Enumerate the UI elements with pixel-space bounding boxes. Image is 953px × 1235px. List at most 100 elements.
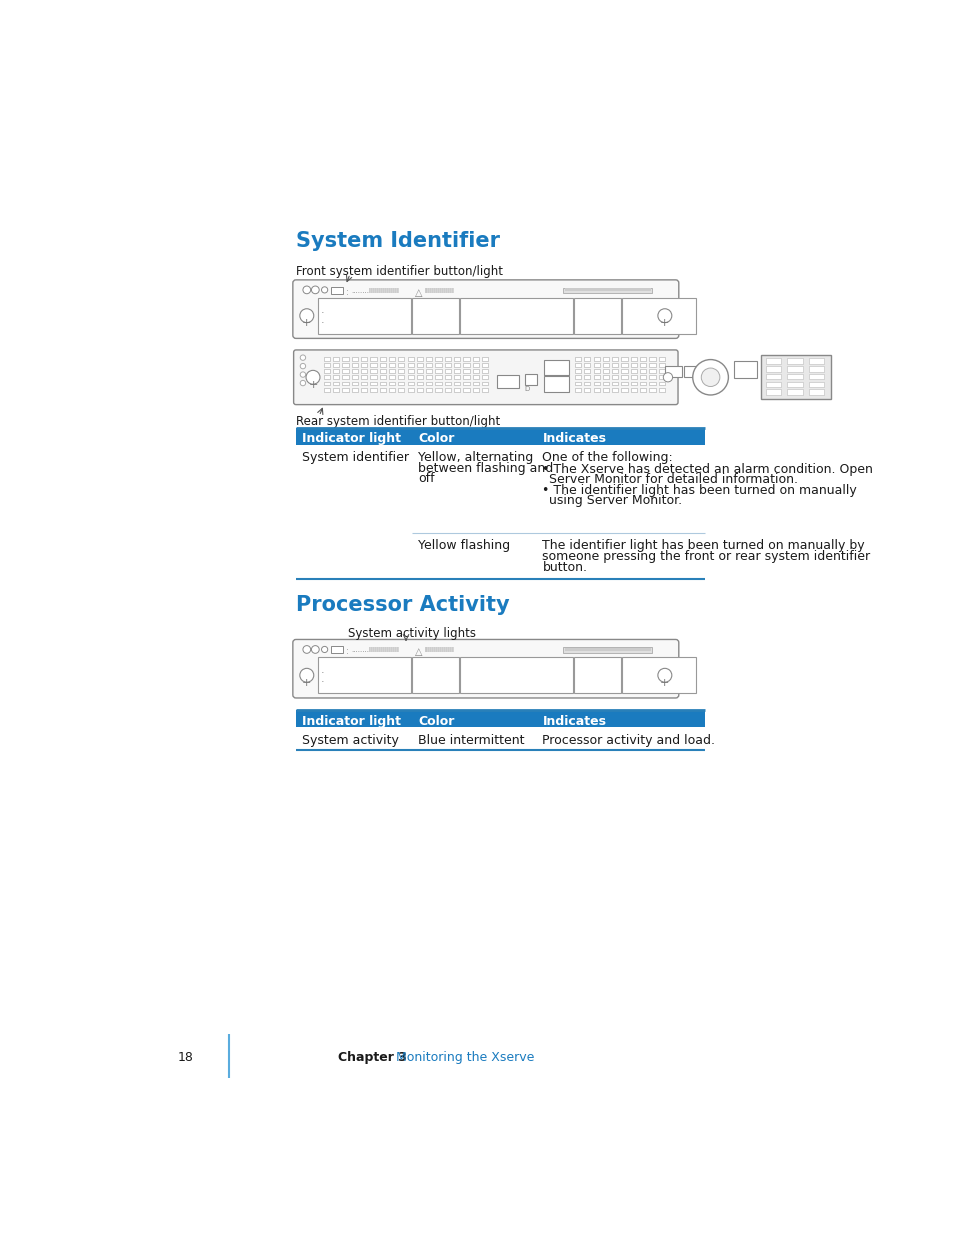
Bar <box>454 375 459 379</box>
Bar <box>463 382 469 385</box>
Bar <box>481 388 488 391</box>
Bar <box>472 369 478 373</box>
Bar <box>435 375 441 379</box>
Circle shape <box>321 287 328 293</box>
Bar <box>333 363 339 367</box>
Circle shape <box>300 380 305 385</box>
Circle shape <box>300 354 305 361</box>
Bar <box>575 363 580 367</box>
Bar <box>765 382 781 387</box>
Bar <box>786 366 802 372</box>
Bar <box>323 369 330 373</box>
Bar <box>472 357 478 361</box>
Bar <box>342 382 348 385</box>
Bar <box>786 358 802 364</box>
Bar <box>389 369 395 373</box>
Bar <box>397 382 404 385</box>
Bar <box>620 357 627 361</box>
Bar <box>472 382 478 385</box>
Bar <box>583 357 590 361</box>
Bar <box>416 382 422 385</box>
Bar <box>426 375 432 379</box>
Bar <box>389 357 395 361</box>
Bar <box>583 363 590 367</box>
Bar <box>397 363 404 367</box>
Bar <box>444 363 451 367</box>
Bar <box>370 382 376 385</box>
Bar <box>352 388 357 391</box>
Bar <box>481 357 488 361</box>
Bar <box>379 375 385 379</box>
Bar <box>593 382 599 385</box>
Bar <box>397 369 404 373</box>
Text: Indicates: Indicates <box>542 715 606 727</box>
Bar <box>463 369 469 373</box>
Bar <box>370 369 376 373</box>
Bar <box>342 363 348 367</box>
Bar <box>658 388 664 391</box>
Bar <box>435 363 441 367</box>
Circle shape <box>700 368 720 387</box>
Text: 18: 18 <box>178 1051 193 1063</box>
Bar <box>733 362 757 378</box>
Bar <box>370 388 376 391</box>
Text: Monitoring the Xserve: Monitoring the Xserve <box>388 1051 534 1063</box>
Bar <box>435 382 441 385</box>
Bar <box>593 375 599 379</box>
Bar <box>389 382 395 385</box>
Bar <box>575 388 580 391</box>
Bar <box>612 375 618 379</box>
Circle shape <box>692 359 728 395</box>
Bar <box>786 389 802 395</box>
Bar <box>602 375 608 379</box>
Circle shape <box>299 668 314 682</box>
Bar <box>481 369 488 373</box>
Bar <box>808 382 823 387</box>
Bar <box>407 357 414 361</box>
Bar <box>416 388 422 391</box>
Bar <box>426 357 432 361</box>
Bar <box>621 657 695 693</box>
Bar <box>658 363 664 367</box>
Circle shape <box>303 287 311 294</box>
Circle shape <box>311 287 319 294</box>
Bar <box>575 369 580 373</box>
Text: Chapter 3: Chapter 3 <box>337 1051 406 1063</box>
Text: :: : <box>346 288 349 296</box>
Bar <box>412 298 458 333</box>
Text: +: + <box>302 678 312 688</box>
Bar <box>352 363 357 367</box>
Bar <box>360 357 367 361</box>
Bar <box>463 375 469 379</box>
Bar <box>426 382 432 385</box>
Bar <box>412 657 458 693</box>
Text: System identifier: System identifier <box>302 451 409 464</box>
Text: IIIIIIIIIIIIIII: IIIIIIIIIIIIIII <box>424 647 455 653</box>
Text: System Identifier: System Identifier <box>295 231 499 252</box>
Text: Rear system identifier button/light: Rear system identifier button/light <box>295 415 499 427</box>
Bar <box>639 388 645 391</box>
Bar <box>612 357 618 361</box>
Bar <box>454 388 459 391</box>
Bar <box>664 366 681 377</box>
Bar <box>760 356 830 399</box>
Bar <box>333 375 339 379</box>
Bar <box>765 389 781 395</box>
Bar <box>397 357 404 361</box>
Circle shape <box>658 309 671 322</box>
Bar <box>370 363 376 367</box>
Bar <box>639 382 645 385</box>
Bar <box>342 369 348 373</box>
Circle shape <box>299 309 314 322</box>
Bar <box>389 375 395 379</box>
Text: Front system identifier button/light: Front system identifier button/light <box>295 266 502 278</box>
Text: Indicator light: Indicator light <box>302 715 400 727</box>
Bar <box>323 375 330 379</box>
Bar <box>612 369 618 373</box>
Bar <box>323 357 330 361</box>
Bar <box>808 366 823 372</box>
Bar <box>416 369 422 373</box>
Text: ........IIIIIIIIIIIIIII: ........IIIIIIIIIIIIIII <box>351 288 398 294</box>
Bar <box>765 366 781 372</box>
Bar <box>575 375 580 379</box>
